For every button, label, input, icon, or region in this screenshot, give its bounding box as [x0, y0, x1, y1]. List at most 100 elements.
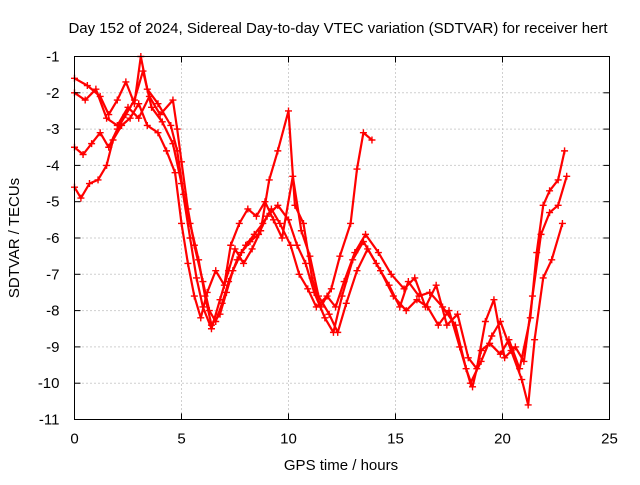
data-point: [274, 147, 282, 155]
data-point: [302, 259, 310, 267]
data-point: [197, 314, 205, 322]
data-point: [135, 114, 143, 122]
data-point: [304, 285, 312, 293]
data-point: [321, 314, 329, 322]
data-point: [122, 78, 130, 86]
data-point: [240, 259, 248, 267]
data-point: [287, 241, 295, 249]
data-point: [190, 292, 198, 300]
data-point: [432, 281, 440, 289]
y-tick-label: -8: [46, 303, 59, 320]
data-point: [199, 278, 207, 286]
data-point: [244, 205, 252, 213]
data-point: [169, 96, 177, 104]
data-point: [299, 219, 307, 227]
data-point: [443, 321, 451, 329]
data-point: [496, 317, 504, 325]
y-tick-label: -11: [39, 412, 60, 429]
data-point: [454, 310, 462, 318]
data-point: [233, 256, 241, 264]
data-point: [173, 125, 181, 133]
data-point: [154, 100, 162, 108]
data-point: [464, 354, 472, 362]
y-tick-label: -2: [46, 85, 59, 102]
data-point: [362, 230, 370, 238]
data-point: [192, 274, 200, 282]
data-point: [434, 321, 442, 329]
data-point: [413, 296, 421, 304]
data-point: [368, 136, 376, 144]
data-point: [278, 234, 286, 242]
data-point: [135, 100, 143, 108]
data-point: [205, 307, 213, 315]
y-tick-label: -9: [46, 339, 59, 356]
data-point: [154, 129, 162, 137]
data-point: [94, 176, 102, 184]
data-point: [77, 194, 85, 202]
y-tick-label: -4: [46, 157, 59, 174]
data-point: [558, 219, 566, 227]
chart-title: Day 152 of 2024, Sidereal Day-to-day VTE…: [68, 20, 608, 37]
data-point: [139, 67, 147, 75]
y-tick-label: -6: [46, 230, 59, 247]
data-point: [477, 357, 485, 365]
data-point: [488, 332, 496, 340]
data-point: [85, 180, 93, 188]
y-tick-label: -5: [46, 194, 59, 211]
data-point: [424, 303, 432, 311]
data-point: [178, 180, 185, 188]
y-tick-label: -1: [46, 49, 59, 66]
data-point: [554, 176, 562, 184]
data-point: [539, 201, 547, 209]
data-point: [481, 317, 489, 325]
y-tick-label: -3: [46, 121, 59, 138]
axis-ticks: 0 5 10 15 20 25 -1 -2 -3 -4 -5 -6 -7 -8 -9 -10 -11: [38, 49, 618, 448]
data-point: [113, 125, 121, 133]
data-point: [501, 354, 509, 362]
series-track-c: [71, 100, 566, 409]
data-point: [171, 169, 179, 177]
data-point: [274, 201, 282, 209]
data-point: [402, 307, 410, 315]
data-point: [186, 234, 194, 242]
data-point: [103, 114, 111, 122]
data-point: [81, 96, 89, 104]
data-point: [308, 274, 316, 282]
data-point: [285, 107, 292, 115]
data-point: [216, 296, 224, 304]
data-point: [203, 288, 211, 296]
data-point: [295, 270, 303, 278]
data-point: [184, 259, 192, 267]
data-point: [248, 245, 256, 253]
data-point: [353, 267, 361, 275]
data-point: [445, 307, 453, 315]
data-point: [334, 328, 342, 336]
data-point: [520, 357, 528, 365]
x-tick-label: 5: [177, 431, 185, 448]
data-point: [88, 140, 96, 148]
data-point: [92, 85, 100, 93]
data-point: [387, 270, 395, 278]
x-axis-label: GPS time / hours: [284, 457, 398, 474]
data-point: [537, 230, 545, 238]
data-point: [546, 187, 554, 195]
data-point: [353, 165, 361, 173]
series-line: [73, 102, 564, 407]
data-point: [511, 343, 519, 351]
data-point: [411, 274, 419, 282]
x-tick-label: 0: [70, 431, 78, 448]
data-point: [539, 274, 547, 282]
x-tick-label: 10: [280, 431, 297, 448]
data-point: [96, 129, 104, 137]
data-point: [377, 267, 385, 275]
data-point: [374, 249, 382, 257]
data-point: [212, 267, 220, 275]
data-point: [400, 285, 408, 293]
data-point: [276, 219, 284, 227]
data-point: [293, 241, 301, 249]
series-track-d: [71, 67, 376, 333]
data-point: [469, 383, 477, 391]
data-point: [103, 161, 111, 169]
data-point: [546, 209, 554, 217]
